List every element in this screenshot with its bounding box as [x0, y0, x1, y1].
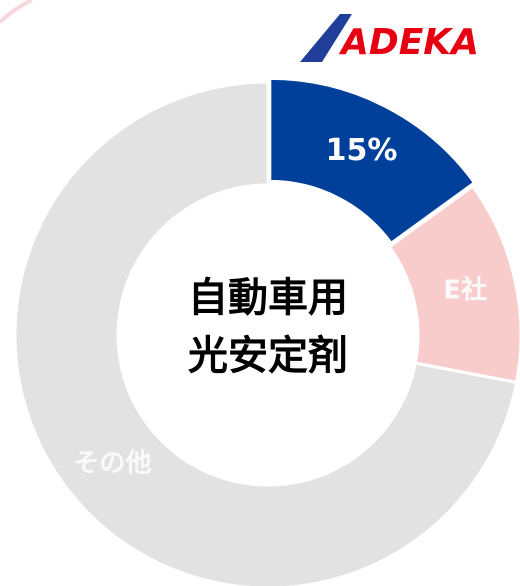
center-title: 光安定剤: [188, 333, 348, 379]
decoration: [0, 0, 33, 24]
donut-segment: [268, 76, 477, 246]
segment-label: E社: [443, 274, 487, 305]
logo-swoosh: [300, 14, 352, 62]
donut-segment: [13, 80, 519, 586]
logo: ADEKA: [300, 14, 479, 63]
value-label: 15%: [326, 133, 398, 168]
center-title: 自動車用: [188, 275, 348, 321]
logo-text: ADEKA: [338, 22, 479, 63]
segment-label: その他: [73, 448, 151, 478]
